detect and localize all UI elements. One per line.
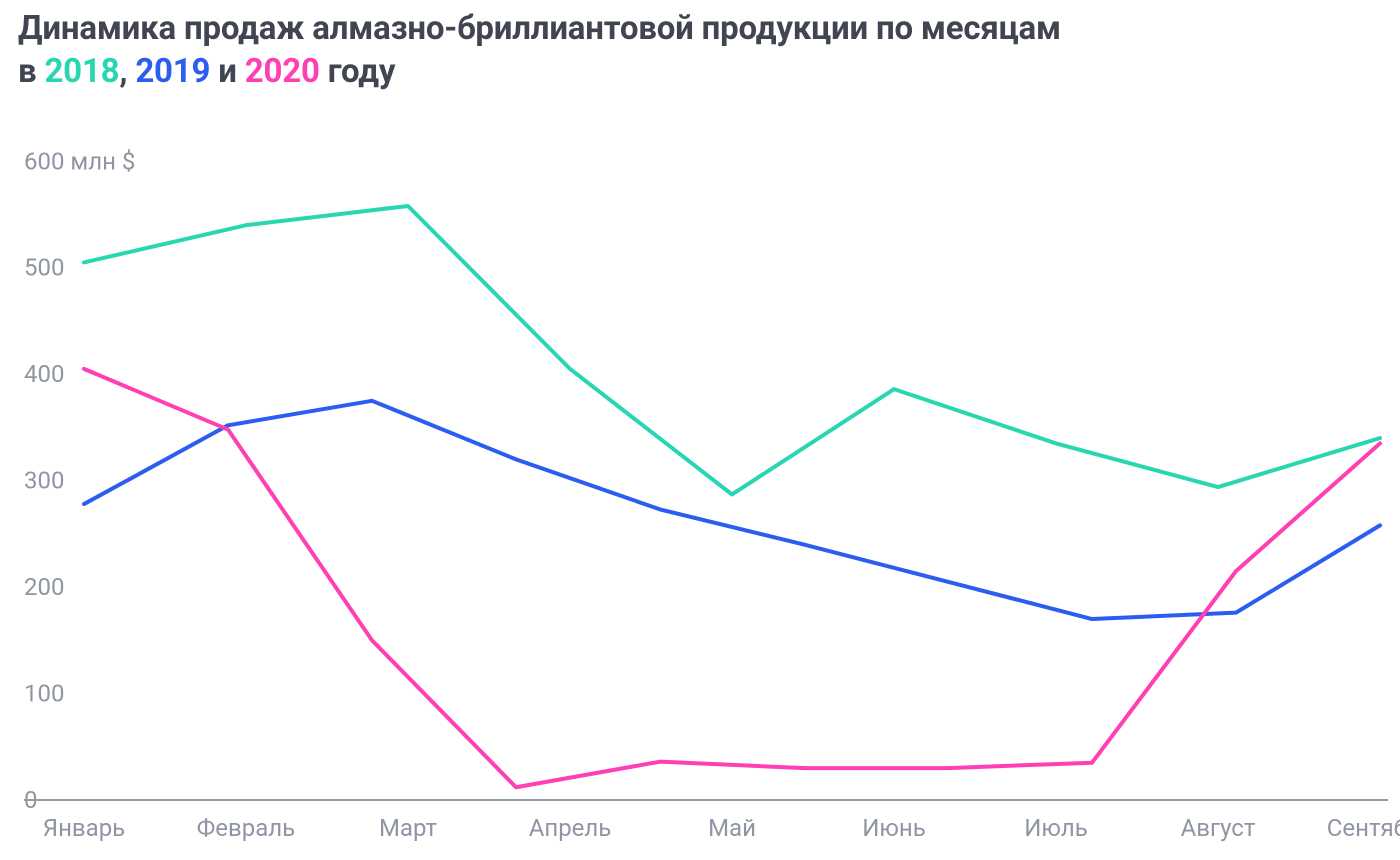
y-tick-label: 300 [24, 467, 64, 495]
x-tick-label: Февраль [197, 814, 295, 842]
x-tick-label: Июль [1024, 814, 1087, 842]
x-tick-label: Май [708, 814, 756, 842]
chart-container: Динамика продаж алмазно-бриллиантовой пр… [0, 0, 1400, 860]
chart-svg: 0100200300400500600 млн $ЯнварьФевральМа… [0, 0, 1400, 860]
x-tick-label: Июнь [862, 814, 926, 842]
y-tick-label: 600 млн $ [24, 147, 135, 175]
y-tick-label: 400 [24, 360, 64, 388]
x-tick-label: Сентябрь [1327, 814, 1400, 842]
x-tick-label: Апрель [529, 814, 612, 842]
x-tick-label: Январь [43, 814, 125, 842]
x-tick-label: Март [379, 814, 438, 842]
series-2019 [84, 401, 1380, 619]
x-tick-label: Август [1181, 814, 1256, 842]
y-tick-label: 500 [24, 254, 64, 282]
y-tick-label: 200 [24, 573, 64, 601]
series-2020 [84, 369, 1380, 787]
y-tick-label: 100 [24, 680, 64, 708]
series-2018 [84, 206, 1380, 494]
